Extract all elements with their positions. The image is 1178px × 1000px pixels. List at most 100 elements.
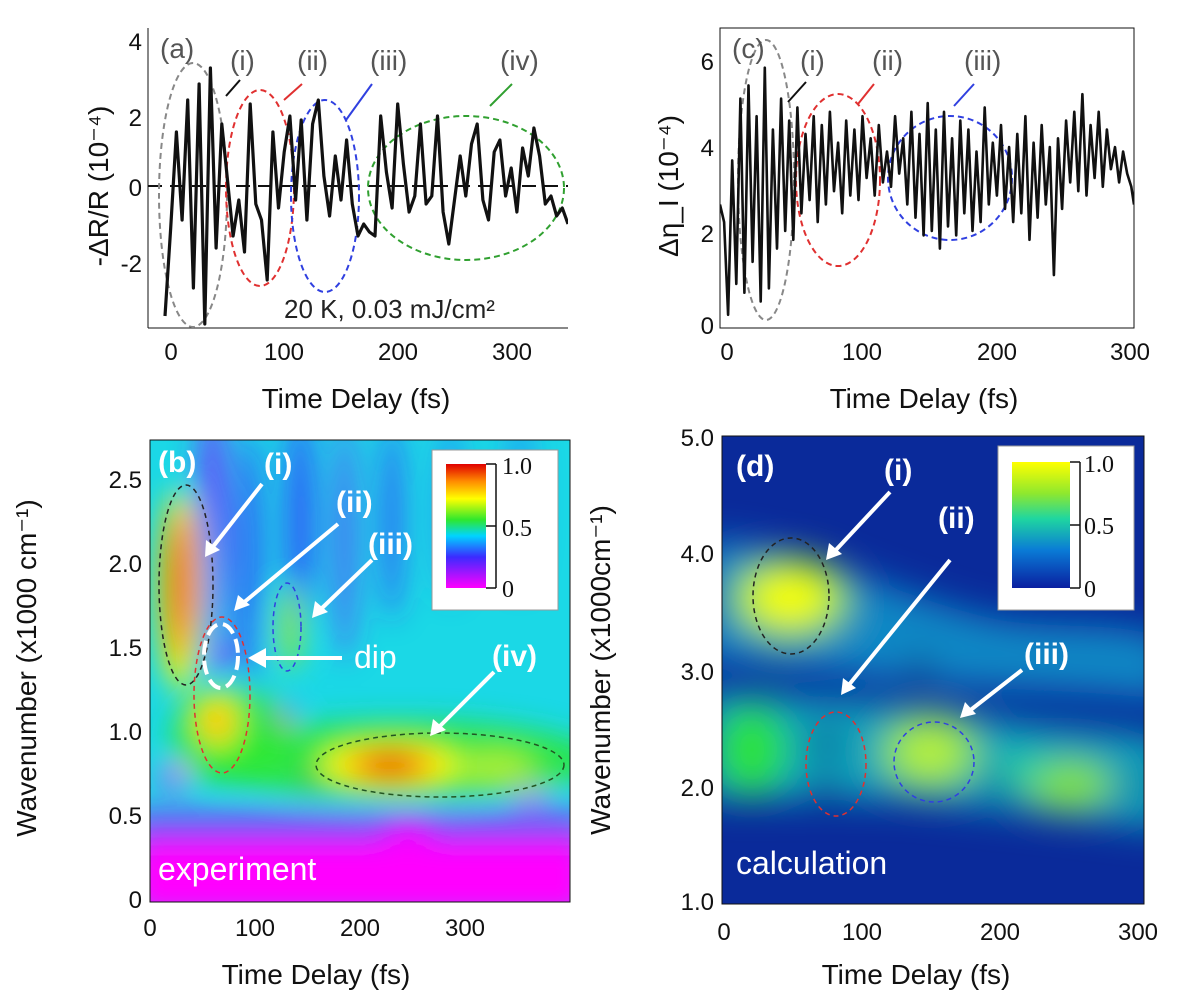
panel-c-region-label-ii: (ii) [872,45,903,76]
panel-c-region-label-iii: (iii) [964,45,1001,76]
panel-b-region-0 [158,484,214,686]
panel-b-label: (b) [158,446,196,479]
panel-a-arrow-iv [489,83,513,107]
panel-d-colorbar [1012,462,1070,588]
panel-c-xtick: 100 [842,339,882,366]
panel-b: 1.0 0.5 0 (b) (i) (ii) (iii) (iv) dip ex… [11,439,571,990]
panel-a-region-iv [367,115,565,261]
panel-a-region-label-ii: (ii) [297,45,328,76]
panel-b-xtick: 100 [235,915,275,942]
panel-d-xtick: 200 [980,919,1020,946]
panel-b-xtick: 0 [143,915,156,942]
panel-d-xtick: 100 [842,919,882,946]
panel-d-ytick: 2.0 [681,775,714,802]
panel-b-region-iv [315,732,565,798]
panel-a-xtick: 100 [264,339,304,366]
panel-b-xtick: 200 [340,915,380,942]
panel-a-ytick: -2 [121,251,142,278]
panel-c-ytick: 0 [701,313,714,340]
panel-a-ytick: 0 [129,175,142,202]
panel-a-label: (a) [160,33,194,64]
panel-b-frame [149,439,571,903]
panel-b-x-axis-label: Time Delay (fs) [222,959,411,990]
panel-d-y-axis-label: Wavenumber (x1000cm⁻¹) [585,505,616,835]
panel-d-region-i [752,537,830,655]
panel-a-xtick: 300 [492,339,532,366]
panel-d-x-axis-label: Time Delay (fs) [822,959,1011,990]
panel-a-region-label-iii: (iii) [370,45,407,76]
panel-b-dip-ellipse [202,622,240,690]
panel-b-ytick: 1.0 [109,719,142,746]
panel-d-ytick: 4.0 [681,541,714,568]
panel-a-y-axis-label: -ΔR/R (10⁻⁴) [83,106,114,267]
panel-b-region-label-ii: (ii) [336,486,373,519]
panel-c-series-line [720,66,1134,317]
panel-d-region-iii [893,721,975,803]
panel-a-region-label-i: (i) [230,45,255,76]
panel-d-xtick: 0 [717,919,730,946]
panel-b-colorbar [446,464,486,588]
panel-b-heat-texture [150,440,570,902]
panel-c-label: (c) [732,33,765,64]
panel-b-arrow-iv [436,670,496,730]
panel-d-arrow-ii [846,558,952,688]
panel-b-arrow-i [210,482,264,550]
panel-c: (c) (i) (ii) (iii) 6 4 2 0 0 100 200 300… [653,27,1150,414]
panel-b-region-i [193,616,251,774]
panel-b-ytick: 0 [129,887,142,914]
panel-d-label: (d) [736,450,774,483]
panel-b-dip-label: dip [354,639,397,675]
panel-b-arrow-iii [318,558,374,612]
panel-d-region-label-iii: (iii) [1024,638,1069,671]
panel-d-region-ii [805,711,867,817]
panel-d-region-label-i: (i) [884,454,912,487]
panel-a-region-i [225,89,295,287]
panel-a-ytick: 4 [129,29,142,56]
panel-d: 1.0 0.5 0 (d) (i) (ii) (iii) calculation… [585,425,1158,990]
panel-d-region-label-ii: (ii) [938,502,975,535]
panel-b-region-label-i: (i) [264,448,292,481]
panel-b-colorbar-tick: 0.5 [502,516,532,542]
panel-b-ytick: 2.0 [109,551,142,578]
panel-a-arrow-iii [345,83,373,121]
panel-a-arrow-i [225,79,241,97]
panel-a-xtick: 0 [164,339,177,366]
panel-d-colorbar-tick: 1.0 [1084,452,1114,478]
panel-d-arrow-i [832,490,892,554]
panel-d-ytick: 3.0 [681,659,714,686]
panel-c-arrow-ii [857,83,875,105]
panel-a-arrow-ii [283,83,303,101]
panel-c-frame [719,27,1135,329]
panel-b-experiment-label: experiment [158,851,316,887]
panel-c-xtick: 200 [977,339,1017,366]
panel-c-ytick: 6 [701,49,714,76]
panel-b-ytick: 1.5 [109,635,142,662]
panel-b-colorbar-tick: 0 [502,577,514,603]
panel-d-frame [721,435,1145,905]
panel-b-y-axis-label: Wavenumber (x1000 cm⁻¹) [11,499,42,836]
panel-d-arrow-iii [966,668,1024,714]
panel-a-condition: 20 K, 0.03 mJ/cm² [284,294,495,324]
panel-b-colorbar-tick: 1.0 [502,454,532,480]
panel-c-region-label-i: (i) [800,45,825,76]
panel-c-ytick: 2 [701,221,714,248]
panel-c-arrow-i [787,81,807,103]
panel-d-ytick: 1.0 [681,889,714,916]
panel-a-series-line [163,66,568,326]
panel-a: (a) (i) (ii) (iii) (iv) 20 K, 0.03 mJ/cm… [83,28,568,414]
panel-b-region-iii [272,582,302,672]
panel-a-xtick: 200 [378,339,418,366]
panel-d-calculation-label: calculation [736,845,887,881]
panel-b-region-label-iii: (iii) [368,528,413,561]
panel-c-xtick: 300 [1110,339,1150,366]
panel-c-arrow-iii [953,83,975,107]
panel-c-xtick: 0 [720,339,733,366]
panel-b-ytick: 2.5 [109,467,142,494]
panel-d-ytick: 5.0 [681,425,714,452]
panel-a-ytick: 2 [129,105,142,132]
panel-d-colorbar-tick: 0.5 [1084,514,1114,540]
panel-d-colorbar-tick: 0 [1084,577,1096,603]
panel-b-arrow-ii [240,522,340,606]
panel-b-xtick: 300 [445,915,485,942]
